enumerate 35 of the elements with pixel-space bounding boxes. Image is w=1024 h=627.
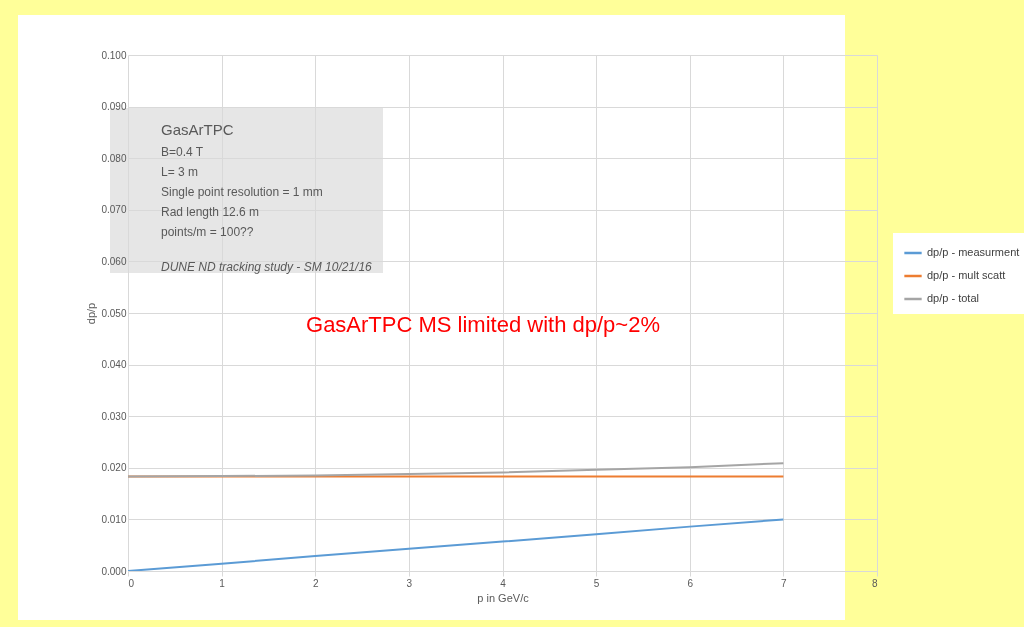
y-tick-label: 0.050 xyxy=(101,307,127,319)
y-tick-label: 0.100 xyxy=(101,49,127,61)
legend-label: dp/p - measurment xyxy=(927,246,1020,258)
line-series xyxy=(128,518,785,571)
y-tick-label: 0.040 xyxy=(101,359,127,371)
y-tick-label: 0.010 xyxy=(101,513,127,525)
annotation: Rad length 12.6 m xyxy=(161,205,260,219)
y-axis-title: dp/p xyxy=(85,302,98,325)
y-tick-label: 0.020 xyxy=(101,462,127,474)
legend-label: dp/p - total xyxy=(927,292,979,304)
x-tick-label: 0 xyxy=(128,577,135,589)
x-tick-label: 2 xyxy=(312,577,319,589)
y-tick-label: 0.030 xyxy=(101,410,127,422)
y-tick-label: 0.060 xyxy=(101,255,127,267)
x-tick-label: 4 xyxy=(500,577,507,589)
y-tick-label: 0.070 xyxy=(101,204,127,216)
x-axis-title: p in GeV/c xyxy=(477,591,530,604)
annotation: points/m = 100?? xyxy=(161,225,254,239)
y-tick-label: 0.080 xyxy=(101,152,127,164)
x-tick-label: 1 xyxy=(219,577,226,589)
annotation: GasArTPC MS limited with dp/p~2% xyxy=(306,312,660,337)
annotation: B=0.4 T xyxy=(161,145,204,159)
legend-label: dp/p - mult scatt xyxy=(927,269,1006,281)
y-tick-label: 0.000 xyxy=(101,565,127,577)
x-tick-label: 7 xyxy=(781,577,788,589)
x-tick-label: 5 xyxy=(593,577,600,589)
annotation: GasArTPC xyxy=(161,121,234,138)
line-series xyxy=(128,462,785,478)
annotation: DUNE ND tracking study - SM 10/21/16 xyxy=(161,260,373,274)
x-tick-label: 3 xyxy=(406,577,413,589)
annotation: L= 3 m xyxy=(161,165,199,179)
x-tick-label: 6 xyxy=(687,577,694,589)
y-tick-label: 0.090 xyxy=(101,101,127,113)
x-tick-label: 8 xyxy=(871,577,878,589)
annotation: Single point resolution = 1 mm xyxy=(161,185,323,199)
